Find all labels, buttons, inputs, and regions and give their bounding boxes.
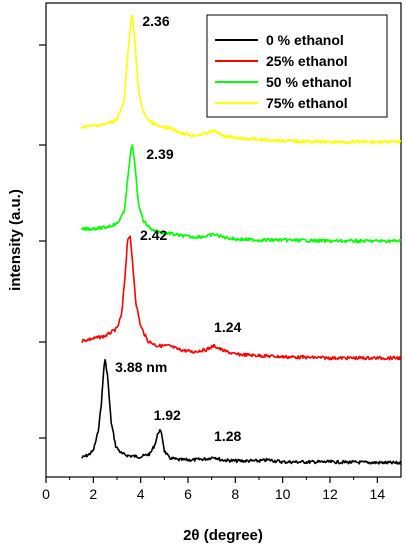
annotation-layer: 3.88 nm 1.92 1.28 2.42 1.24 2.39 2.36 xyxy=(115,13,241,444)
series-line-25-ethanol xyxy=(81,235,402,361)
x-tick-label: 8 xyxy=(231,486,239,502)
peak-annotation: 1.24 xyxy=(214,319,241,335)
x-tick-label: 10 xyxy=(275,486,291,502)
legend: 0 % ethanol 25% ethanol 50 % ethanol 75% et… xyxy=(206,14,388,118)
legend-label: 50 % ethanol xyxy=(266,74,352,90)
x-axis: 0 2 4 6 8 10 12 14 xyxy=(42,477,385,502)
peak-annotation: 1.92 xyxy=(154,407,181,423)
series-line-50-ethanol xyxy=(80,144,402,244)
x-tick-label: 6 xyxy=(184,486,192,502)
x-tick-label: 12 xyxy=(322,486,338,502)
x-tick-label: 4 xyxy=(137,486,145,502)
legend-box xyxy=(206,14,388,118)
x-tick-label: 2 xyxy=(89,486,97,502)
peak-annotation: 2.39 xyxy=(146,146,173,162)
x-tick-label: 14 xyxy=(370,486,386,502)
y-axis-ticks xyxy=(39,44,46,439)
x-axis-title: 2θ (degree) xyxy=(183,527,263,544)
x-tick-label: 0 xyxy=(42,486,50,502)
legend-label: 75% ethanol xyxy=(266,95,348,111)
series-line-0-ethanol xyxy=(81,358,402,465)
series-layer xyxy=(80,14,402,465)
y-axis-title: intensity (a.u.) xyxy=(7,189,24,291)
peak-annotation: 2.42 xyxy=(140,227,167,243)
legend-label: 25% ethanol xyxy=(266,53,348,69)
peak-annotation: 2.36 xyxy=(142,13,169,29)
legend-label: 0 % ethanol xyxy=(266,32,344,48)
peak-annotation: 1.28 xyxy=(214,428,241,444)
series-line-75-ethanol xyxy=(80,14,402,145)
peak-annotation: 3.88 nm xyxy=(115,359,167,375)
